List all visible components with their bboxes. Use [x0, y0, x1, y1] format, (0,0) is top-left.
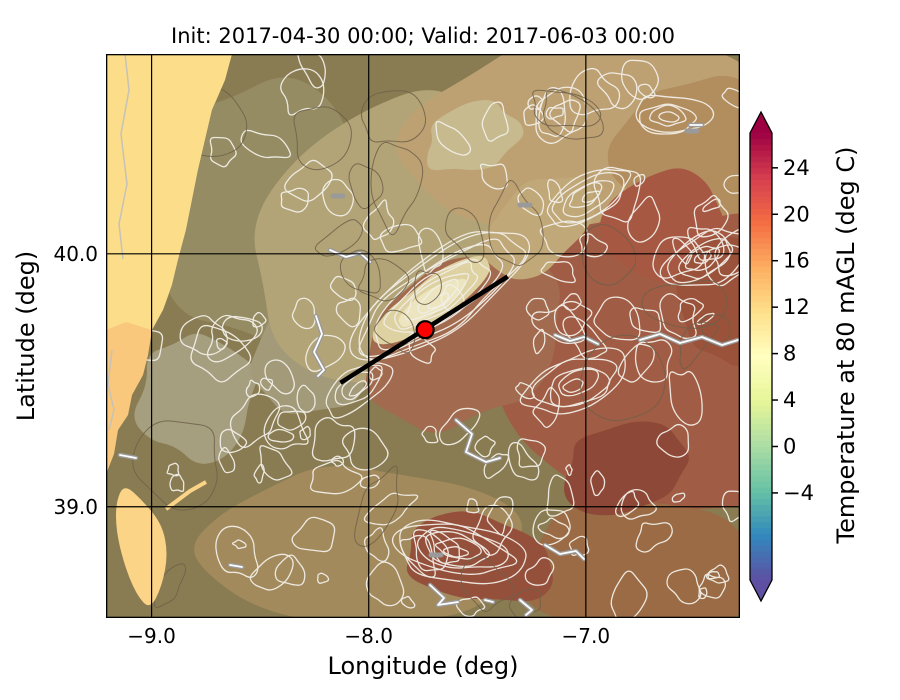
plot-title: Init: 2017-04-30 00:00; Valid: 2017-06-0… — [171, 24, 675, 48]
field-region — [675, 235, 740, 366]
colorbar-tick-label: 16 — [783, 249, 810, 273]
x-tick-label: −7.0 — [561, 624, 611, 648]
colorbar: 24 20 16 12 8 4 0 −4 — [749, 110, 814, 603]
colorbar-arrow-up-icon — [750, 112, 772, 133]
map-plot — [106, 54, 740, 618]
sea-contour-line — [107, 349, 115, 431]
estuary-channel — [164, 480, 207, 511]
colorbar-ticks: 24 20 16 12 8 4 0 −4 — [772, 156, 814, 505]
graticule — [106, 54, 740, 618]
y-axis-label: Latitude (deg) — [12, 250, 40, 422]
field-region — [427, 100, 524, 171]
colorbar-tick-label: 12 — [783, 295, 810, 319]
plot-frame — [106, 54, 740, 618]
colorbar-arrow-down-icon — [750, 580, 772, 601]
colorbar-tick-label: 4 — [783, 388, 796, 412]
colorbar-tick-label: 8 — [783, 342, 796, 366]
estuary-region — [116, 488, 167, 606]
coastal-warm-band — [106, 322, 152, 472]
field-region — [490, 181, 740, 510]
colorbar-tick-label: 20 — [783, 202, 810, 226]
y-tick-label: 40.0 — [53, 241, 98, 266]
temperature-map-canvas — [106, 54, 740, 618]
colorbar-gradient — [750, 133, 772, 581]
field-region — [524, 501, 740, 618]
colorbar-tick-label: 24 — [783, 156, 810, 180]
colorbar-label: Temperature at 80 mAGL (deg C) — [832, 146, 860, 544]
x-axis-label: Longitude (deg) — [327, 652, 519, 680]
water-features — [117, 122, 740, 618]
x-tick-label: −9.0 — [127, 624, 176, 648]
field-region — [398, 278, 466, 327]
colorbar-tick-label: −4 — [783, 481, 814, 505]
location-marker — [415, 320, 435, 340]
y-tick-label: 39.0 — [53, 494, 98, 519]
colorbar-outline — [749, 110, 773, 603]
field-region — [134, 333, 257, 464]
x-tick-label: −8.0 — [344, 624, 393, 648]
sea-contour-line — [118, 54, 130, 260]
colorbar-tick-label: 0 — [783, 434, 796, 458]
